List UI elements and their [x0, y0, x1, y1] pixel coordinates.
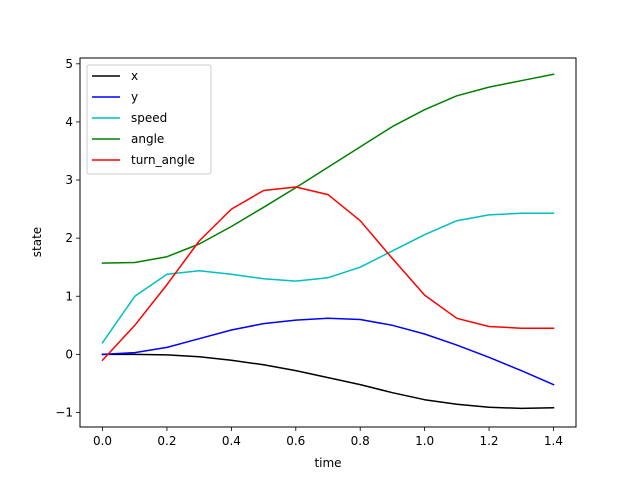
y-tick-label: 4	[65, 115, 73, 129]
x-tick-label: 0.4	[222, 434, 241, 448]
y-tick-label: 5	[65, 57, 73, 71]
series-line-y	[101, 317, 555, 386]
legend-label-x: x	[131, 69, 138, 83]
y-tick-label: 2	[65, 231, 73, 245]
x-tick-label: 1.0	[415, 434, 434, 448]
series-line-x	[101, 353, 555, 410]
legend-label-turn-angle: turn_angle	[131, 153, 195, 167]
y-tick-label: −1	[55, 405, 73, 419]
y-axis-ticks: −1 0 1 2 3 4 5	[55, 57, 80, 419]
series-line-speed	[101, 212, 555, 344]
x-axis-label: time	[314, 456, 341, 470]
y-axis-label: state	[30, 227, 44, 257]
plot-area-frame	[79, 57, 577, 428]
x-axis-ticks: 0.0 0.2 0.4 0.6 0.8 1.0 1.2 1.4	[93, 427, 563, 448]
y-tick-label: 0	[65, 347, 73, 361]
x-tick-label: 1.4	[544, 434, 563, 448]
y-tick-label: 3	[65, 173, 73, 187]
x-tick-label: 0.2	[157, 434, 176, 448]
legend-label-speed: speed	[131, 111, 167, 125]
legend: xy speed angle turn_angle	[86, 64, 212, 175]
x-tick-label: 0.0	[93, 434, 112, 448]
x-tick-label: 0.6	[286, 434, 305, 448]
plot-lines	[101, 73, 555, 410]
x-tick-label: 1.2	[479, 434, 498, 448]
series-line-turn-angle	[101, 186, 555, 362]
y-tick-label: 1	[65, 289, 73, 303]
x-tick-label: 0.8	[351, 434, 370, 448]
legend-label-y: y	[131, 90, 138, 104]
legend-label-angle: angle	[131, 132, 164, 146]
series-line-angle	[101, 73, 555, 264]
legend-box	[86, 64, 212, 175]
